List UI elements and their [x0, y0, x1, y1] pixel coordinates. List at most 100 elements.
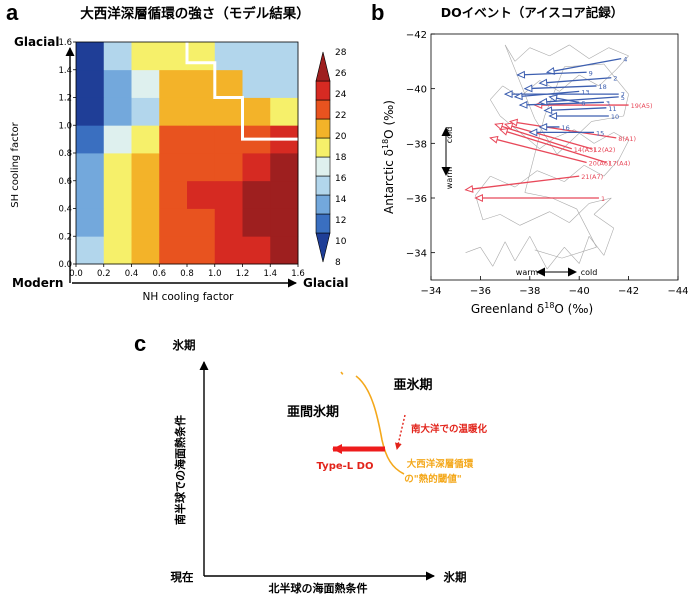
trajectory-segment [514, 170, 538, 188]
arrow-head [538, 78, 548, 87]
heatmap-cell [76, 153, 105, 182]
arrow-label: 14(A3) [574, 146, 596, 154]
y-tick-label: 1.2 [58, 94, 72, 104]
trajectory-segment [559, 74, 580, 92]
threshold-curve [355, 375, 405, 475]
heatmap-cell [214, 208, 243, 237]
heatmap-cell [187, 180, 216, 209]
arrow-head [464, 184, 474, 193]
colorbar-segment [315, 118, 331, 139]
heatmap-cell [270, 153, 299, 182]
c-region-stadial: 亜氷期 [393, 377, 432, 393]
trajectory-segment [534, 118, 558, 155]
trajectory-segment [514, 47, 531, 62]
heatmap-cell [214, 97, 243, 126]
heatmap-cell [159, 180, 188, 209]
heatmap-cell [187, 208, 216, 237]
panel-c-letter: c [134, 331, 146, 356]
heatmap-cell [159, 125, 188, 154]
heatmap-cell [159, 69, 188, 98]
arrow-label: 10 [611, 113, 619, 121]
heatmap-cell [214, 69, 243, 98]
heatmap-cell [76, 125, 105, 154]
arrow-label: 2 [613, 75, 617, 83]
heatmap-cell [76, 236, 105, 265]
panel-a-xlabel: NH cooling factor [143, 291, 235, 303]
arrow-label: 19(A5) [631, 102, 653, 110]
trajectory-segment [534, 249, 562, 259]
trajectory-segment [579, 74, 600, 87]
threshold-label-line2: の"熱的閾値" [404, 473, 461, 485]
corner-modern: Modern [12, 276, 63, 290]
heatmap-cell [214, 180, 243, 209]
scatter-y-tick-label: −42 [406, 30, 427, 41]
heatmap-cell [131, 97, 160, 126]
heatmap-cell [103, 69, 132, 98]
scatter-y-tick-label: −36 [406, 194, 427, 205]
threshold-label-line1: 大西洋深層循環 [407, 458, 474, 470]
colorbar-segment [315, 175, 331, 196]
heatmap-cell [76, 180, 105, 209]
arrow-head [474, 194, 483, 202]
heatmap-cell [103, 125, 132, 154]
arrow-head [499, 128, 509, 136]
trajectory-segment [564, 246, 580, 264]
scatter-x-tick-label: −40 [569, 286, 590, 297]
heatmap-cell [159, 208, 188, 237]
panel-b-ylabel: Antarctic δ18O (‰) [381, 100, 396, 214]
trajectory-segment [475, 195, 484, 220]
arrow-label: 6 [581, 99, 585, 107]
arrow-label: 11 [608, 105, 616, 113]
arrow-label: 17(A4) [608, 159, 630, 167]
heatmap-cell [103, 42, 132, 71]
colorbar-segment [315, 80, 331, 101]
heatmap-cell [214, 236, 243, 265]
colorbar-tick-label: 26 [335, 69, 347, 79]
trajectory-segment [539, 137, 555, 150]
x-tick-label: 0.0 [69, 269, 83, 279]
cold-label-vertical: cold [445, 127, 454, 144]
panel-a: a 大西洋深層循環の強さ（モデル結果） 0.0 0.2 0.4 0.6 0.8 1.0 1.… [6, 0, 349, 303]
trajectory-segment [475, 175, 491, 196]
trajectory-segment [546, 247, 565, 270]
panel-b-xlabel: Greenland δ18O (‰) [471, 301, 593, 316]
arrow-shaft [539, 96, 619, 103]
trajectory-segment [482, 214, 501, 221]
trajectory-segment [549, 211, 570, 223]
x-tick-label: 0.6 [152, 269, 166, 279]
arrow-head [516, 70, 526, 79]
arrow-head [528, 128, 538, 137]
trajectory-segment [490, 85, 503, 100]
cold-label-horizontal: cold [581, 268, 598, 277]
arrow-shaft [544, 107, 607, 112]
trajectory-segment [500, 214, 521, 226]
heatmap-cell [242, 180, 271, 209]
arrow-head [518, 100, 528, 109]
scatter-frame [430, 33, 679, 281]
x-tick-label: 0.8 [180, 269, 194, 279]
colorbar-tick-label: 28 [335, 48, 347, 58]
arrow-label: 3 [606, 99, 610, 107]
arrow-label: 1 [601, 195, 605, 203]
trajectory-segment [591, 115, 624, 122]
scatter-x-tick-label: −38 [519, 286, 540, 297]
trajectory-segment [465, 246, 481, 253]
arrow-head [548, 94, 558, 103]
heatmap-cell [103, 208, 132, 237]
panel-a-ylabel: SH cooling factor [10, 121, 21, 207]
heatmap-cell [242, 97, 271, 126]
arrow-label: 8(A1) [618, 135, 636, 143]
heatmap-cell [187, 236, 216, 265]
trajectory-segment [504, 241, 516, 262]
trajectory-segment [529, 236, 548, 270]
c-region-interstadial: 亜間氷期 [287, 404, 339, 420]
heatmap-cell [159, 236, 188, 265]
southern-warming-arrow [394, 414, 406, 450]
heatmap-cell [131, 69, 160, 98]
heatmap-y-ticks: 0.0 0.2 0.4 0.6 0.8 1.0 1.2 1.4 1.6 [58, 38, 76, 270]
y-tick-label: 0.4 [58, 205, 72, 215]
arrow-shaft [519, 101, 604, 106]
heatmap-cell [76, 69, 105, 98]
panel-a-letter: a [6, 0, 19, 25]
